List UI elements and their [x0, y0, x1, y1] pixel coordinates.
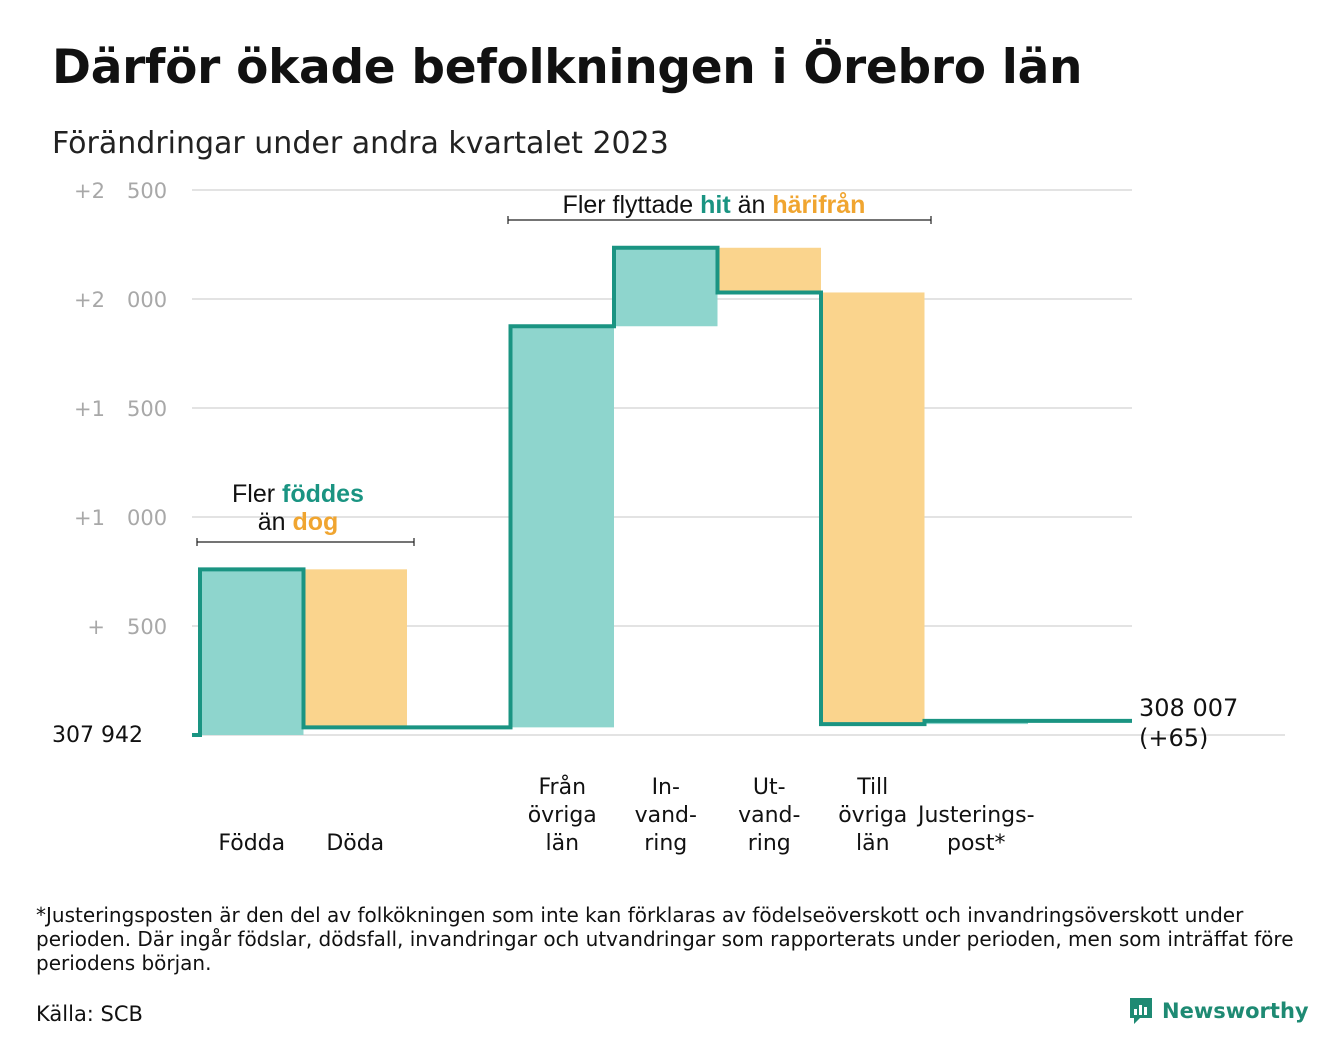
y-tick-label: +: [87, 615, 105, 639]
waterfall-bar: [200, 569, 304, 735]
category-label: In-: [652, 775, 680, 800]
category-label: ring: [644, 831, 687, 856]
annotation-segment: dog: [292, 508, 338, 536]
y-tick-label: 500: [127, 615, 167, 639]
waterfall-chart: +500 +1 000 +1 500 +2 000 +2 500 Födda Döda Från övr…: [52, 179, 1285, 856]
brand-logo[interactable]: Newsworthy: [1128, 996, 1309, 1026]
y-tick-label: 000: [127, 288, 167, 312]
category-label: post*: [947, 831, 1006, 856]
start-value-label: 307 942: [52, 723, 143, 748]
category-label: övriga: [838, 803, 907, 828]
category-label: övriga: [528, 803, 597, 828]
waterfall-bar: [510, 326, 614, 728]
category-label: vand-: [635, 803, 697, 828]
category-label: vand-: [738, 803, 800, 828]
category-label: län: [856, 831, 890, 856]
category-label: Döda: [326, 831, 384, 856]
y-tick-label: 500: [127, 397, 167, 421]
waterfall-bar: [717, 247, 821, 293]
y-tick-label: +2: [74, 179, 105, 203]
annotation-births: än dog: [258, 508, 339, 536]
annotation-segment: härifrån: [772, 191, 865, 219]
y-tick-label: +1: [74, 506, 105, 530]
waterfall-bar: [614, 247, 718, 327]
category-label: ring: [748, 831, 791, 856]
y-tick-label: 500: [127, 179, 167, 203]
chart-title: Därför ökade befolkningen i Örebro län: [52, 40, 1083, 95]
running-total-line: [192, 245, 1132, 737]
chart-subtitle: Förändringar under andra kvartalet 2023: [52, 126, 669, 161]
y-tick-label: +1: [74, 397, 105, 421]
waterfall-bar: [821, 292, 925, 725]
category-label: Justerings-: [916, 803, 1035, 828]
annotation-segment: hit: [700, 191, 731, 219]
newsworthy-logo-icon: [1130, 998, 1152, 1024]
bracket-migration: [507, 216, 932, 224]
bracket-births: [196, 538, 415, 546]
category-label: Födda: [218, 831, 285, 856]
category-label: Ut-: [753, 775, 786, 800]
y-tick-label: 000: [127, 506, 167, 530]
chart-labels: +500 +1 000 +1 500 +2 000 +2 500 Födda Döda Från övr…: [52, 179, 1238, 856]
waterfall-bar: [303, 569, 407, 728]
annotation-segment: än: [731, 191, 773, 219]
annotation-births: Fler föddes: [232, 480, 364, 508]
category-label: Till: [856, 775, 888, 800]
annotation-segment: föddes: [282, 480, 364, 508]
brand-name: Newsworthy: [1162, 999, 1309, 1023]
category-label: Från: [538, 774, 586, 800]
source-credit: Källa: SCB: [36, 1002, 143, 1026]
footnote: *Justeringsposten är den del av folkökni…: [36, 903, 1294, 975]
running-total-path: [192, 245, 1132, 737]
annotation-segment: än: [258, 508, 293, 536]
y-tick-label: +2: [74, 288, 105, 312]
category-label: län: [545, 831, 579, 856]
annotation-segment: Fler: [232, 480, 282, 508]
annotation-segment: Fler flyttade: [563, 191, 701, 219]
end-change-label: (+65): [1139, 724, 1208, 752]
end-value-label: 308 007: [1139, 694, 1238, 722]
annotation-migration: Fler flyttade hit än härifrån: [563, 191, 866, 219]
bars: [200, 247, 1028, 735]
